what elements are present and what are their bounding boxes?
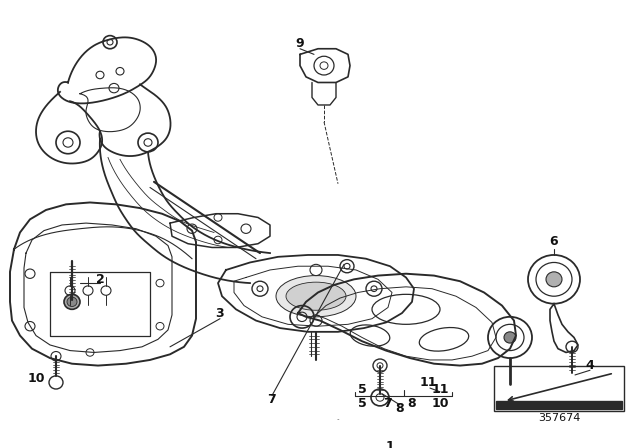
Text: 7: 7 — [383, 396, 392, 409]
Text: 9: 9 — [296, 37, 304, 50]
Ellipse shape — [350, 325, 390, 346]
Text: 1: 1 — [386, 439, 394, 448]
Text: 3: 3 — [216, 306, 224, 319]
Text: 5: 5 — [358, 383, 366, 396]
Ellipse shape — [276, 276, 356, 317]
Text: 10: 10 — [431, 396, 449, 409]
Text: 10: 10 — [28, 372, 45, 385]
Text: 11: 11 — [419, 376, 436, 389]
Circle shape — [64, 294, 80, 309]
Text: 2: 2 — [95, 273, 104, 286]
Text: 4: 4 — [586, 359, 595, 372]
Text: 11: 11 — [431, 383, 449, 396]
Ellipse shape — [372, 294, 440, 324]
Text: 8: 8 — [396, 402, 404, 415]
Ellipse shape — [286, 282, 346, 310]
Text: 6: 6 — [550, 235, 558, 248]
Bar — [494, 366, 624, 410]
Text: 5: 5 — [358, 396, 366, 409]
Circle shape — [546, 272, 562, 287]
Circle shape — [67, 297, 77, 306]
Text: 357674: 357674 — [538, 413, 580, 423]
Text: 8: 8 — [408, 396, 416, 409]
Text: 7: 7 — [268, 393, 276, 406]
Ellipse shape — [419, 327, 468, 351]
Circle shape — [504, 332, 516, 343]
Bar — [496, 401, 622, 409]
